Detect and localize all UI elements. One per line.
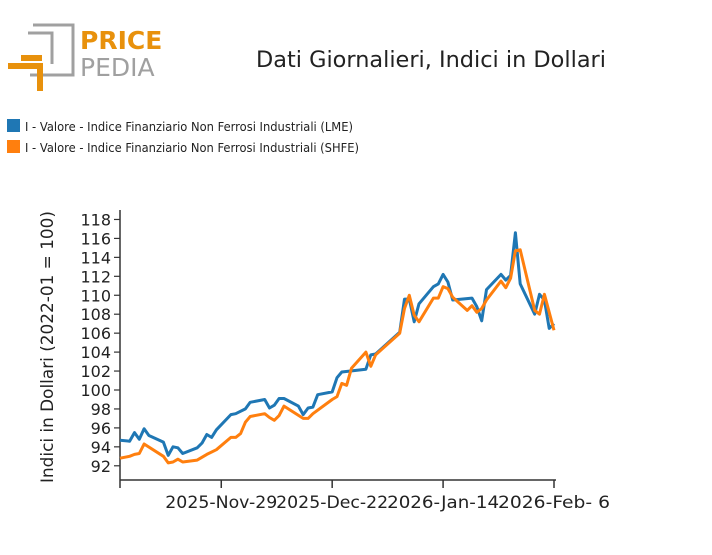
legend-label-shfe: I - Valore - Indice Finanziario Non Ferr… [25,141,359,155]
legend: I - Valore - Indice Finanziario Non Ferr… [7,119,359,155]
y-tick-label: 108 [80,305,111,324]
series-line-lme [119,231,556,457]
series-line-shfe [119,248,556,465]
y-tick-label: 112 [80,267,111,286]
y-tick-label: 100 [80,381,111,400]
y-tick-label: 98 [91,400,111,419]
legend-label-lme: I - Valore - Indice Finanziario Non Ferr… [25,120,353,134]
x-tick-label: 2025-Dec-22 [276,493,388,513]
y-tick-label: 96 [91,419,111,438]
x-tick-label: 2025-Nov-29 [165,493,277,513]
series-lines [119,231,556,465]
legend-swatch-lme [7,119,20,132]
y-tick-label: 92 [91,457,111,476]
chart-title: Dati Giornalieri, Indici in Dollari [256,48,606,73]
y-tick-label: 104 [80,343,111,362]
y-tick-label: 116 [80,229,111,248]
y-tick-label: 102 [80,362,111,381]
x-tick-label: 2026-Feb- 6 [498,493,610,513]
y-tick-label: 114 [80,248,111,267]
y-tick-label: 94 [91,438,111,457]
logo-text-bottom: PEDIA [80,53,155,82]
y-axis-label: Indici in Dollari (2022-01 = 100) [38,211,58,483]
logo-text-top: PRICE [80,26,162,55]
y-tick-label: 106 [80,324,111,343]
pricepedia-logo: PRICE PEDIA [8,23,162,91]
x-tick-label: 2026-Jan-14 [387,493,499,513]
legend-swatch-shfe [7,140,20,153]
y-tick-label: 110 [80,286,111,305]
y-tick-label: 118 [80,210,111,229]
